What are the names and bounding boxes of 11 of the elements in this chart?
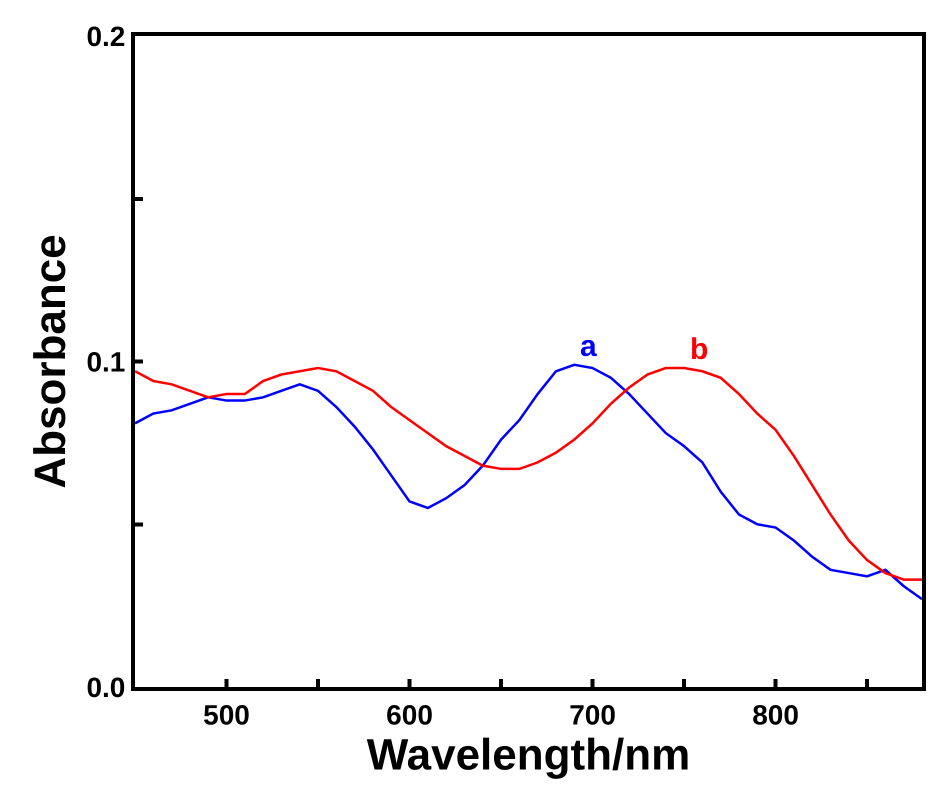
y-tick-label: 0.0 [86, 672, 126, 703]
x-tick-label: 700 [569, 700, 616, 731]
y-tick-label: 0.2 [86, 20, 126, 52]
series-label: a [580, 330, 597, 363]
y-tick-label: 0.1 [86, 346, 126, 378]
x-tick-label: 600 [386, 700, 433, 731]
y-axis-title: Absorbance [26, 234, 76, 489]
series-label: b [690, 333, 708, 366]
x-axis-title: Wavelength/nm [366, 730, 690, 780]
x-tick-label: 500 [203, 700, 250, 731]
x-tick-label: 800 [752, 700, 799, 731]
